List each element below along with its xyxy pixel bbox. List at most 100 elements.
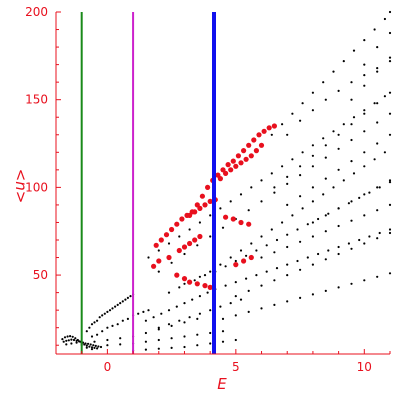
black-point-46 [111,307,114,310]
black-point-82 [183,335,186,338]
black-point-293 [363,214,366,217]
black-point-83 [196,333,199,336]
black-point-240 [352,116,356,119]
red-point-52 [202,283,208,289]
black-point-241 [363,109,366,112]
black-point-96 [167,323,171,326]
black-point-163 [234,259,237,263]
black-point-67 [93,340,96,343]
black-point-168 [286,233,289,236]
black-point-148 [273,279,276,282]
black-point-25 [85,344,88,347]
black-point-49 [119,302,122,305]
red-point-33 [187,212,193,218]
black-point-138 [311,293,314,296]
red-point-43 [176,247,182,254]
black-point-71 [144,331,147,335]
black-point-261 [299,165,302,168]
black-point-270 [299,195,302,198]
black-point-128 [368,235,371,238]
black-point-115 [234,281,237,284]
red-point-0 [153,242,159,248]
black-point-162 [224,265,227,268]
black-point-80 [157,338,160,342]
black-point-52 [126,296,129,299]
y-tick-label-3: 200 [25,5,48,19]
black-point-186 [239,249,243,252]
black-point-285 [260,256,263,259]
black-point-94 [234,338,237,342]
black-point-116 [245,277,248,280]
black-point-199 [373,158,376,161]
black-point-253 [342,60,345,63]
black-point-109 [183,302,186,305]
y-tick-label-2: 150 [25,93,48,107]
black-point-13 [94,344,97,347]
black-point-142 [363,279,366,282]
black-point-164 [245,254,248,257]
black-point-3 [69,335,72,338]
black-point-145 [234,295,237,298]
black-point-157 [388,231,392,235]
black-point-27 [90,346,94,349]
plot-marks [61,10,392,352]
black-point-188 [260,235,263,238]
red-point-35 [197,205,203,211]
black-point-170 [306,223,309,226]
red-point-22 [266,125,272,131]
black-point-102 [229,302,232,305]
black-point-267 [376,102,379,105]
black-point-209 [260,200,263,203]
black-point-193 [311,200,314,203]
black-point-275 [363,151,366,154]
black-point-228 [229,200,232,203]
black-point-229 [239,193,243,196]
black-point-218 [376,121,379,124]
black-point-255 [363,39,366,42]
red-point-10 [205,184,211,190]
red-point-46 [192,237,198,243]
black-point-197 [352,172,356,175]
black-point-282 [363,193,366,196]
black-point-249 [301,102,304,105]
red-point-50 [187,279,193,285]
black-point-57 [101,330,104,333]
black-point-303 [286,133,289,136]
black-point-222 [167,242,171,245]
y-tick-label-0: 50 [33,268,48,282]
black-point-107 [167,309,171,312]
red-point-34 [192,209,198,215]
black-point-35 [90,348,94,351]
black-point-73 [170,324,173,327]
red-point-54 [233,262,239,268]
black-point-281 [350,200,353,203]
black-point-55 [90,335,94,338]
red-point-31 [253,148,259,154]
black-point-18 [67,339,70,342]
black-point-47 [114,305,117,308]
black-point-99 [198,312,201,315]
black-point-32 [75,341,78,344]
red-point-2 [163,232,170,238]
black-point-147 [260,284,263,287]
black-point-260 [286,175,289,178]
black-point-273 [337,168,340,171]
black-point-36 [85,330,88,333]
black-point-12 [92,344,95,347]
black-point-74 [183,321,186,324]
red-point-32 [258,142,265,148]
black-point-190 [281,221,284,224]
black-point-134 [260,307,263,310]
black-point-185 [229,256,232,259]
black-point-269 [286,203,289,206]
black-point-155 [363,242,366,245]
black-point-254 [352,49,356,52]
black-point-299 [388,56,392,59]
black-point-307 [337,89,340,92]
black-point-191 [291,214,294,217]
black-point-139 [324,289,327,292]
red-point-4 [174,221,180,227]
black-point-11 [89,343,92,346]
black-point-51 [124,298,127,301]
